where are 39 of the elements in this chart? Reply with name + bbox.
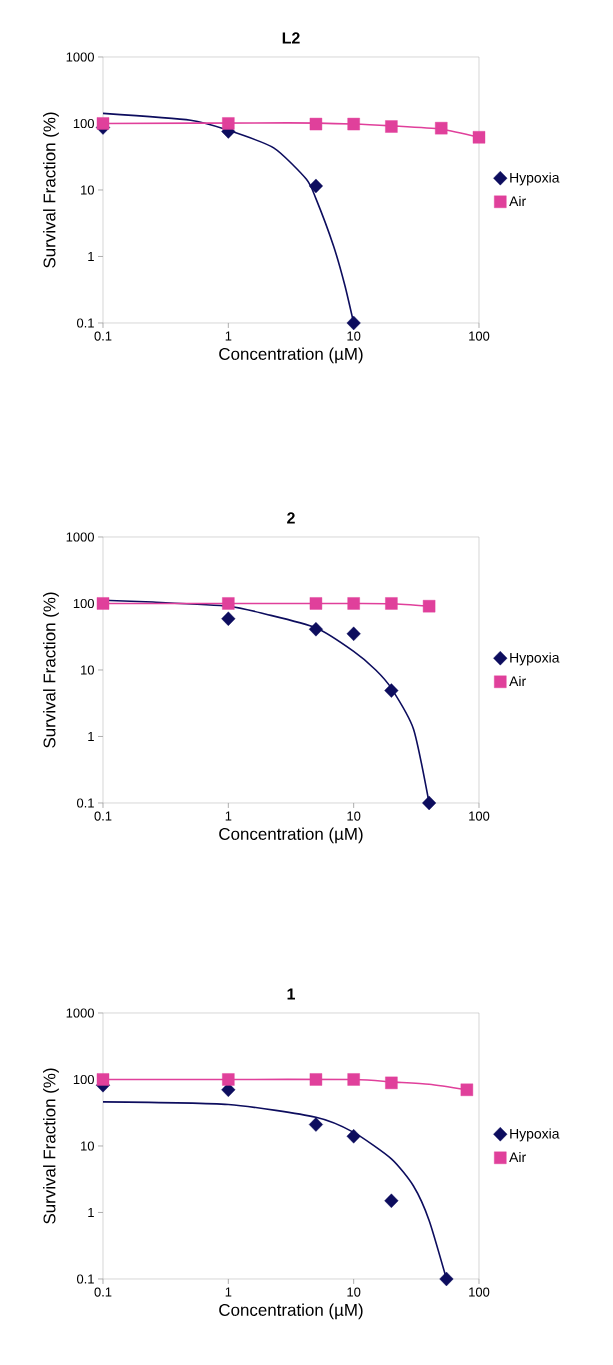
y-tick-label: 0.1 xyxy=(76,318,94,328)
x-tick-label: 1 xyxy=(225,811,232,821)
y-tick-label: 1000 xyxy=(66,1008,94,1018)
legend-label: Air xyxy=(509,1151,526,1163)
x-tick-label: 100 xyxy=(469,1287,490,1297)
x-tick-label: 10 xyxy=(347,1287,361,1297)
y-tick-label: 100 xyxy=(73,1074,94,1085)
y-tick-label: 0.1 xyxy=(76,798,94,808)
legend-label: Hypoxia xyxy=(510,652,560,666)
y-tick-label: 1 xyxy=(88,1208,94,1217)
legend-label: Air xyxy=(509,675,526,687)
x-tick-label: 1 xyxy=(225,1287,232,1297)
y-tick-label: 1 xyxy=(88,252,94,261)
x-tick-label: 10 xyxy=(347,331,361,341)
x-axis-title: Concentration (µM) xyxy=(219,347,363,364)
y-tick-label: 10 xyxy=(81,665,94,675)
y-tick-label: 1000 xyxy=(66,52,94,62)
legend-label: Air xyxy=(509,195,526,207)
y-tick-label: 100 xyxy=(73,118,94,129)
y-tick-label: 10 xyxy=(81,185,94,195)
x-axis-title: Concentration (µM) xyxy=(219,1303,363,1320)
chart-title: 1 xyxy=(287,988,295,1000)
x-tick-label: 100 xyxy=(469,331,490,341)
x-tick-label: 10 xyxy=(347,811,361,821)
x-tick-label: 1 xyxy=(225,331,232,341)
x-tick-label: 100 xyxy=(469,811,490,821)
y-tick-label: 1000 xyxy=(66,532,94,542)
y-tick-label: 1 xyxy=(88,732,94,741)
y-tick-label: 10 xyxy=(81,1141,94,1151)
y-tick-label: 0.1 xyxy=(76,1274,94,1284)
y-tick-label: 100 xyxy=(73,598,94,609)
x-axis-title: Concentration (µM) xyxy=(219,827,363,844)
legend-label: Hypoxia xyxy=(510,172,560,186)
legend-label: Hypoxia xyxy=(510,1128,560,1142)
chart-title: 2 xyxy=(287,512,295,524)
y-axis-title: Survival Fraction (%) xyxy=(43,1068,59,1224)
y-axis-title: Survival Fraction (%) xyxy=(43,112,59,268)
y-axis-title: Survival Fraction (%) xyxy=(43,592,59,748)
chart-title: L2 xyxy=(282,32,300,44)
